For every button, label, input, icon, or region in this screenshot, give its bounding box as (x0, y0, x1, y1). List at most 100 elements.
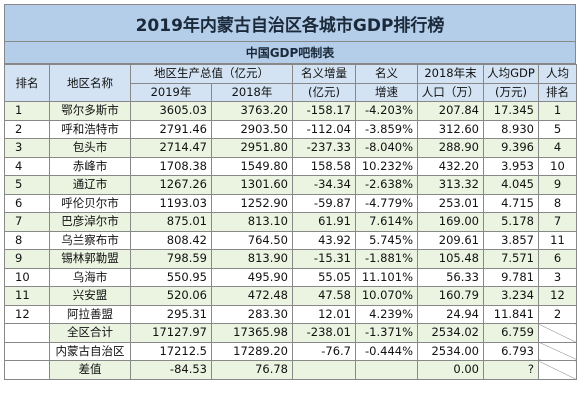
cell-population[interactable]: 2534.00 (417, 341, 484, 361)
header-per-capita-unit[interactable]: (万元) (483, 82, 539, 102)
cell-rank[interactable]: 9 (4, 249, 50, 269)
cell-per-capita[interactable]: 9.396 (483, 138, 539, 158)
cell-gdp-2018[interactable]: 283.30 (211, 304, 293, 324)
cell-per-capita-rank[interactable]: 1 (538, 101, 577, 121)
cell-per-capita[interactable]: 3.234 (483, 286, 539, 306)
header-population-unit[interactable]: 人口（万） (417, 82, 484, 102)
cell-population[interactable]: 253.01 (417, 193, 484, 213)
cell-region[interactable]: 乌海市 (49, 267, 131, 287)
cell-per-capita-rank[interactable]: 11 (538, 230, 577, 250)
cell-summary-label[interactable]: 内蒙古自治区 (49, 341, 131, 361)
cell-per-capita-rank[interactable]: 2 (538, 304, 577, 324)
cell-rank[interactable]: 4 (4, 156, 50, 176)
cell-region[interactable]: 呼伦贝尔市 (49, 193, 131, 213)
cell-rank[interactable]: 11 (4, 286, 50, 306)
cell-per-capita[interactable]: 8.930 (483, 119, 539, 139)
header-gdp-group[interactable]: 地区生产总值（亿元） (130, 64, 293, 84)
cell-gdp-2018[interactable]: 17365.98 (211, 323, 293, 343)
cell-blank[interactable] (4, 360, 50, 380)
cell-per-capita-rank[interactable]: 6 (538, 249, 577, 269)
header-2018[interactable]: 2018年 (211, 82, 293, 102)
cell-gdp-2019[interactable]: 1267.26 (130, 175, 212, 195)
cell-gdp-2019[interactable]: 1193.03 (130, 193, 212, 213)
cell-population[interactable]: 24.94 (417, 304, 484, 324)
cell-gdp-2018[interactable]: 1301.60 (211, 175, 293, 195)
cell-gdp-2018[interactable]: 3763.20 (211, 101, 293, 121)
cell-per-capita[interactable]: 4.715 (483, 193, 539, 213)
cell-gdp-2018[interactable]: 17289.20 (211, 341, 293, 361)
cell-region[interactable]: 巴彦淖尔市 (49, 212, 131, 232)
cell-diagonal[interactable] (538, 323, 577, 343)
cell-per-capita[interactable]: 5.178 (483, 212, 539, 232)
cell-gdp-2019[interactable]: 17127.97 (130, 323, 212, 343)
cell-population[interactable]: 169.00 (417, 212, 484, 232)
cell-summary-label[interactable]: 差值 (49, 360, 131, 380)
cell-increment[interactable]: -238.01 (292, 323, 356, 343)
cell-growth[interactable]: -4.203% (355, 101, 418, 121)
cell-per-capita[interactable]: 3.953 (483, 156, 539, 176)
cell-gdp-2019[interactable]: 1708.38 (130, 156, 212, 176)
cell-increment[interactable]: 43.92 (292, 230, 356, 250)
cell-growth[interactable]: 11.101% (355, 267, 418, 287)
cell-per-capita[interactable]: 11.841 (483, 304, 539, 324)
cell-gdp-2019[interactable]: 3605.03 (130, 101, 212, 121)
cell-rank[interactable]: 8 (4, 230, 50, 250)
cell-growth[interactable]: -3.859% (355, 119, 418, 139)
cell-increment[interactable]: -34.34 (292, 175, 356, 195)
cell-region[interactable]: 乌兰察布市 (49, 230, 131, 250)
cell-rank[interactable]: 10 (4, 267, 50, 287)
cell-growth[interactable]: 10.232% (355, 156, 418, 176)
cell-gdp-2018[interactable]: 1252.90 (211, 193, 293, 213)
header-per-capita-rank-sub[interactable]: 排名 (538, 82, 577, 102)
cell-region[interactable]: 包头市 (49, 138, 131, 158)
cell-per-capita-rank[interactable]: 7 (538, 212, 577, 232)
cell-increment[interactable]: -237.33 (292, 138, 356, 158)
cell-increment[interactable]: -15.31 (292, 249, 356, 269)
cell-per-capita[interactable]: 4.045 (483, 175, 539, 195)
cell-increment[interactable]: -112.04 (292, 119, 356, 139)
cell-rank[interactable]: 5 (4, 175, 50, 195)
header-nominal-growth-sub[interactable]: 增速 (355, 82, 418, 102)
cell-per-capita-rank[interactable]: 10 (538, 156, 577, 176)
cell-population[interactable]: 432.20 (417, 156, 484, 176)
cell-blank[interactable] (4, 341, 50, 361)
cell-gdp-2018[interactable]: 2951.80 (211, 138, 293, 158)
header-nominal-growth[interactable]: 名义 (355, 64, 418, 84)
cell-gdp-2018[interactable]: 813.10 (211, 212, 293, 232)
cell-increment[interactable]: 12.01 (292, 304, 356, 324)
cell-gdp-2019[interactable]: 808.42 (130, 230, 212, 250)
cell-growth[interactable]: 4.239% (355, 304, 418, 324)
cell-growth[interactable]: 5.745% (355, 230, 418, 250)
cell-gdp-2019[interactable]: -84.53 (130, 360, 212, 380)
cell-summary-label[interactable]: 全区合计 (49, 323, 131, 343)
header-per-capita-rank[interactable]: 人均 (538, 64, 577, 84)
cell-growth[interactable]: -1.881% (355, 249, 418, 269)
cell-gdp-2019[interactable]: 2714.47 (130, 138, 212, 158)
cell-growth[interactable]: -2.638% (355, 175, 418, 195)
cell-population[interactable]: 313.32 (417, 175, 484, 195)
cell-increment[interactable]: 158.58 (292, 156, 356, 176)
cell-region[interactable]: 通辽市 (49, 175, 131, 195)
header-per-capita[interactable]: 人均GDP (483, 64, 539, 84)
cell-rank[interactable]: 12 (4, 304, 50, 324)
cell-growth[interactable]: -1.371% (355, 323, 418, 343)
cell-rank[interactable]: 3 (4, 138, 50, 158)
header-nominal-increment-unit[interactable]: (亿元) (292, 82, 356, 102)
cell-gdp-2019[interactable]: 2791.46 (130, 119, 212, 139)
cell-growth[interactable]: -0.444% (355, 341, 418, 361)
cell-region[interactable]: 兴安盟 (49, 286, 131, 306)
cell-gdp-2019[interactable]: 798.59 (130, 249, 212, 269)
cell-increment[interactable]: 47.58 (292, 286, 356, 306)
cell-region[interactable]: 锡林郭勒盟 (49, 249, 131, 269)
cell-growth[interactable]: -4.779% (355, 193, 418, 213)
cell-per-capita-rank[interactable]: 8 (538, 193, 577, 213)
cell-region[interactable]: 阿拉善盟 (49, 304, 131, 324)
cell-population[interactable]: 288.90 (417, 138, 484, 158)
cell-increment[interactable]: 61.91 (292, 212, 356, 232)
cell-region[interactable]: 赤峰市 (49, 156, 131, 176)
cell-region[interactable]: 呼和浩特市 (49, 119, 131, 139)
cell-increment[interactable]: -76.7 (292, 341, 356, 361)
cell-per-capita[interactable]: 7.571 (483, 249, 539, 269)
cell-per-capita[interactable]: ? (483, 360, 539, 380)
cell-increment[interactable]: -59.87 (292, 193, 356, 213)
